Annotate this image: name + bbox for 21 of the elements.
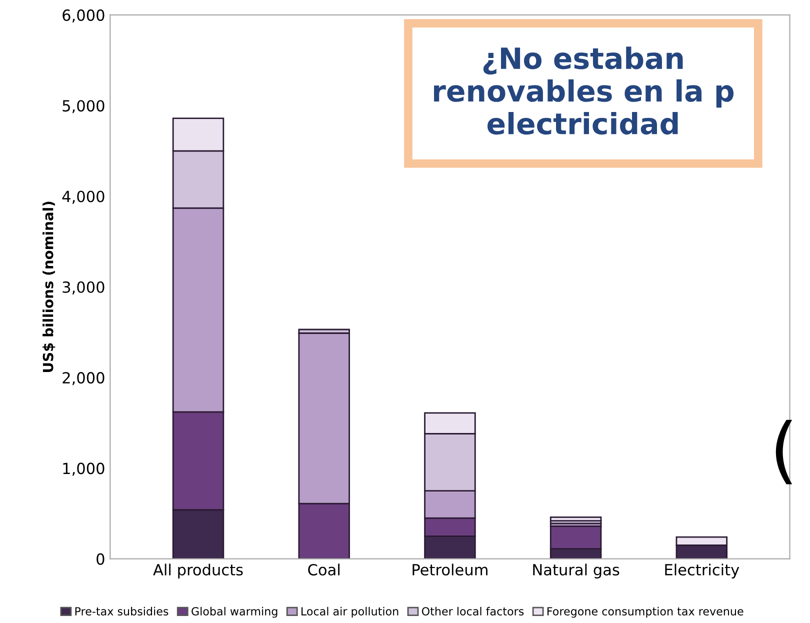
y-tick-label: 0 (96, 553, 104, 565)
x-tick-label: Coal (308, 564, 340, 576)
y-tick-label: 2,000 (62, 372, 104, 386)
x-tick-label: All products (153, 564, 243, 578)
y-tick-label: 3,000 (62, 281, 104, 294)
annotation: ¿No estaban renovables en la p electricidad (434, 46, 734, 135)
y-axis-title: US$ billions (nominal) (42, 202, 56, 372)
y-tick-label: 6,000 (62, 9, 104, 23)
bar (550, 516, 602, 522)
legend-label: Local air pollution (302, 606, 398, 618)
legend-label: Other local factors (422, 606, 524, 616)
x-tick-label: Petroleum (412, 564, 488, 576)
y-tick-label: 1,000 (63, 462, 104, 476)
y-tick-label: 5,000 (62, 100, 104, 114)
x-tick-label: Electricity (665, 564, 740, 578)
y-tick-label: 4,000 (62, 190, 104, 204)
legend-label: Foregone consumption tax revenue (547, 606, 744, 618)
legend-label: Global warming (192, 606, 278, 618)
annotation: ( (776, 420, 792, 484)
legend-label: Pre-tax subsidies (75, 606, 168, 616)
x-tick-label: Natural gas (533, 564, 620, 578)
